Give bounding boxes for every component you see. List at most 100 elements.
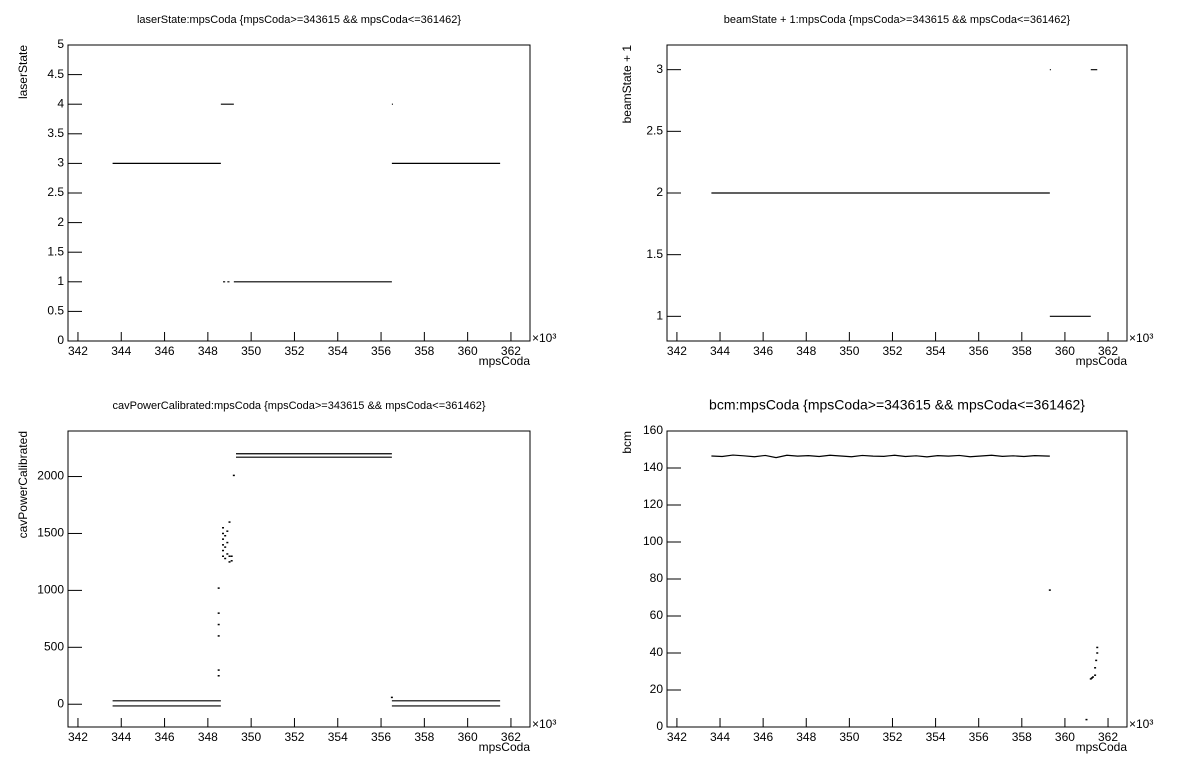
point <box>228 521 231 523</box>
point <box>1094 674 1097 676</box>
x-tick-label: 360 <box>458 730 478 744</box>
y-axis-label: bcm <box>620 431 634 454</box>
y-tick-label: 40 <box>650 645 664 659</box>
y-tick-label: 160 <box>643 423 663 437</box>
pad: cavPowerCalibrated:mpsCoda {mpsCoda>=343… <box>16 400 556 754</box>
x-multiplier: ×10³ <box>1129 717 1153 731</box>
x-tick-label: 346 <box>753 344 773 358</box>
x-tick-label: 358 <box>1012 344 1032 358</box>
y-axis-label: cavPowerCalibrated <box>16 431 30 538</box>
point <box>217 675 220 677</box>
point <box>1048 589 1051 591</box>
x-tick-label: 354 <box>328 730 348 744</box>
point <box>230 555 233 557</box>
point <box>228 555 231 557</box>
x-tick-label: 358 <box>1012 730 1032 744</box>
y-tick-label: 1.5 <box>646 247 663 261</box>
x-tick-label: 350 <box>241 344 261 358</box>
x-tick-label: 360 <box>458 344 478 358</box>
x-tick-label: 344 <box>710 344 730 358</box>
point <box>228 561 231 563</box>
point <box>224 534 227 537</box>
x-tick-label: 352 <box>882 344 902 358</box>
point <box>1095 659 1098 662</box>
point <box>232 474 235 477</box>
x-tick-label: 344 <box>710 730 730 744</box>
y-tick-label: 1500 <box>37 526 64 540</box>
series-line <box>112 453 501 707</box>
x-tick-label: 354 <box>926 730 946 744</box>
chart-title: cavPowerCalibrated:mpsCoda {mpsCoda>=343… <box>112 400 485 412</box>
pad: bcm:mpsCoda {mpsCoda>=343615 && mpsCoda<… <box>620 397 1153 754</box>
x-tick-label: 352 <box>284 730 304 744</box>
y-tick-label: 4 <box>57 96 64 110</box>
pad: laserState:mpsCoda {mpsCoda>=343615 && m… <box>16 14 556 368</box>
point <box>222 532 225 535</box>
y-tick-label: 60 <box>650 608 664 622</box>
x-tick-label: 354 <box>926 344 946 358</box>
y-tick-label: 5 <box>57 37 64 51</box>
y-tick-label: 4.5 <box>47 67 64 81</box>
x-tick-label: 342 <box>68 344 88 358</box>
x-tick-label: 358 <box>414 344 434 358</box>
y-tick-label: 20 <box>650 682 664 696</box>
point <box>1091 676 1094 678</box>
point <box>1096 646 1099 649</box>
y-tick-label: 2 <box>57 215 64 229</box>
x-tick-label: 362 <box>501 344 521 358</box>
x-tick-label: 352 <box>284 344 304 358</box>
point <box>222 549 225 552</box>
x-tick-label: 350 <box>241 730 261 744</box>
x-axis-label: mpsCoda <box>1076 740 1128 754</box>
series-line <box>711 454 1050 459</box>
x-tick-label: 348 <box>796 344 816 358</box>
point <box>217 669 220 671</box>
y-tick-label: 80 <box>650 571 664 585</box>
y-tick-label: 0 <box>57 333 64 347</box>
y-tick-label: 2 <box>656 185 663 199</box>
y-tick-label: 2.5 <box>47 185 64 199</box>
x-tick-label: 344 <box>111 344 131 358</box>
point <box>1096 652 1099 654</box>
y-tick-label: 3 <box>656 62 663 76</box>
point <box>222 527 225 529</box>
y-tick-label: 1.5 <box>47 244 64 258</box>
y-tick-label: 3 <box>57 156 64 170</box>
x-tick-label: 344 <box>111 730 131 744</box>
series-line <box>711 69 1098 317</box>
x-tick-label: 342 <box>667 730 687 744</box>
x-tick-label: 362 <box>1098 730 1118 744</box>
x-tick-label: 354 <box>328 344 348 358</box>
x-tick-label: 362 <box>1098 344 1118 358</box>
y-tick-label: 100 <box>643 534 663 548</box>
point <box>222 544 225 546</box>
point <box>1089 678 1092 680</box>
chart-title: bcm:mpsCoda {mpsCoda>=343615 && mpsCoda<… <box>709 397 1085 413</box>
series-line <box>112 103 501 283</box>
point <box>222 555 225 557</box>
x-axis-label: mpsCoda <box>1076 354 1128 368</box>
x-tick-label: 346 <box>155 730 175 744</box>
point <box>222 538 225 540</box>
x-axis-label: mpsCoda <box>479 740 531 754</box>
y-tick-label: 500 <box>44 639 64 653</box>
point <box>224 557 227 560</box>
point <box>226 553 229 555</box>
pad: beamState + 1:mpsCoda {mpsCoda>=343615 &… <box>620 14 1153 368</box>
x-axis-label: mpsCoda <box>479 354 531 368</box>
chart-title: beamState + 1:mpsCoda {mpsCoda>=343615 &… <box>724 14 1071 26</box>
point <box>226 530 229 532</box>
point <box>1085 718 1088 721</box>
y-tick-label: 2000 <box>37 469 64 483</box>
point <box>217 587 220 589</box>
x-tick-label: 356 <box>371 730 391 744</box>
x-tick-label: 360 <box>1055 730 1075 744</box>
y-tick-label: 3.5 <box>47 126 64 140</box>
point <box>1090 677 1093 679</box>
x-tick-label: 342 <box>667 344 687 358</box>
point <box>224 546 227 548</box>
x-tick-label: 356 <box>969 344 989 358</box>
x-multiplier: ×10³ <box>532 717 556 731</box>
y-tick-label: 0.5 <box>47 304 64 318</box>
